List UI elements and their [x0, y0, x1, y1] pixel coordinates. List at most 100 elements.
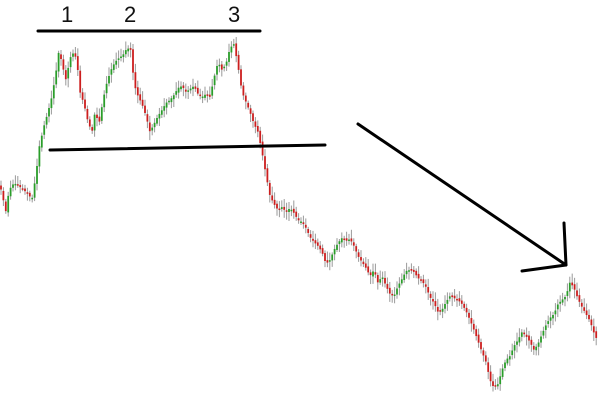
candle-body-198 — [475, 329, 478, 337]
candle-body-221 — [530, 339, 533, 345]
candle-body-163 — [391, 293, 394, 296]
candle-body-81 — [194, 86, 197, 89]
candle-body-189 — [453, 295, 456, 299]
candle-body-155 — [372, 271, 374, 277]
candle-body-2 — [4, 201, 7, 212]
candle-body-244 — [585, 310, 588, 316]
peak-label-3: 3 — [228, 2, 240, 27]
candle-body-31 — [74, 53, 77, 57]
arrow-shaft — [356, 122, 568, 267]
candle-body-195 — [468, 312, 470, 318]
candle-body-200 — [480, 342, 482, 350]
candle-body-231 — [554, 310, 557, 315]
candle-body-122 — [292, 208, 295, 213]
candle-body-77 — [184, 89, 187, 92]
candle-body-24 — [57, 52, 60, 72]
candle-body-0 — [0, 185, 2, 190]
candle-body-128 — [307, 229, 310, 233]
candle-body-223 — [535, 346, 538, 351]
candle-body-129 — [309, 234, 312, 238]
candle-body-145 — [348, 239, 350, 241]
candle-body-159 — [381, 277, 384, 279]
candle-body-178 — [427, 287, 430, 293]
candle-body-18 — [43, 125, 46, 135]
candle-body-212 — [508, 356, 511, 360]
candle-body-98 — [235, 43, 238, 57]
candle-body-49 — [117, 58, 120, 60]
candle-body-12 — [28, 192, 31, 197]
candle-body-52 — [124, 50, 127, 55]
candle-body-20 — [48, 108, 50, 117]
candle-body-188 — [451, 295, 454, 298]
candle-body-19 — [45, 116, 48, 125]
candle-body-85 — [204, 94, 206, 98]
candle-body-234 — [561, 299, 564, 303]
candle-body-114 — [273, 199, 276, 205]
candle-body-111 — [266, 168, 269, 183]
candle-body-247 — [592, 326, 595, 333]
candle-body-87 — [208, 94, 211, 97]
candle-body-130 — [312, 238, 314, 241]
candle-body-142 — [340, 238, 343, 243]
candle-body-28 — [67, 67, 70, 79]
candle-body-172 — [412, 269, 415, 272]
candle-body-215 — [516, 341, 518, 345]
candle-body-55 — [132, 49, 134, 73]
candle-body-23 — [55, 70, 58, 85]
candle-body-57 — [136, 87, 139, 96]
candle-body-181 — [434, 301, 437, 307]
candle-body-194 — [465, 307, 468, 313]
candle-body-95 — [228, 52, 230, 62]
candle-body-80 — [192, 86, 194, 90]
candle-body-206 — [494, 385, 497, 387]
candle-body-164 — [393, 294, 396, 296]
trend-arrow — [356, 122, 568, 273]
candle-body-153 — [367, 266, 370, 273]
candle-body-5 — [12, 184, 14, 188]
candle-body-173 — [415, 270, 418, 276]
candle-body-246 — [590, 319, 593, 326]
candle-body-40 — [96, 114, 98, 118]
candle-body-235 — [564, 297, 566, 300]
candle-body-117 — [280, 207, 283, 209]
candle-body-158 — [379, 279, 382, 283]
candle-body-102 — [244, 95, 247, 102]
candle-body-82 — [196, 87, 199, 94]
candle-body-66 — [158, 113, 161, 119]
candle-body-59 — [141, 99, 144, 106]
candle-body-44 — [105, 83, 108, 94]
candle-body-186 — [446, 299, 449, 304]
support-line — [48, 143, 327, 152]
candle-body-225 — [540, 336, 542, 343]
candle-body-79 — [189, 88, 192, 91]
candle-body-148 — [355, 246, 358, 252]
candle-body-30 — [72, 53, 74, 57]
candle-body-150 — [360, 257, 362, 261]
candle-body-243 — [583, 307, 586, 311]
candle-body-50 — [120, 56, 122, 58]
candle-body-46 — [110, 69, 113, 75]
candle-body-141 — [338, 241, 341, 245]
candle-body-26 — [62, 59, 65, 70]
candle-body-60 — [144, 105, 146, 113]
candle-body-88 — [211, 86, 214, 96]
candle-body-121 — [290, 209, 293, 212]
candle-body-240 — [576, 290, 578, 297]
candle-body-167 — [400, 279, 403, 284]
candle-body-89 — [213, 75, 216, 86]
candle-body-152 — [364, 263, 367, 268]
candle-body-245 — [588, 314, 590, 320]
candle-body-22 — [52, 85, 55, 99]
candle-body-176 — [422, 279, 425, 284]
candle-body-96 — [230, 46, 233, 53]
candle-body-123 — [295, 211, 298, 217]
candle-body-120 — [288, 209, 290, 212]
candle-body-180 — [432, 299, 434, 302]
candle-body-104 — [249, 108, 252, 114]
candle-body-125 — [300, 221, 302, 223]
candle-body-90 — [216, 66, 218, 75]
candle-body-42 — [100, 107, 103, 121]
candle-body-134 — [321, 248, 324, 254]
candle-body-38 — [91, 127, 94, 131]
